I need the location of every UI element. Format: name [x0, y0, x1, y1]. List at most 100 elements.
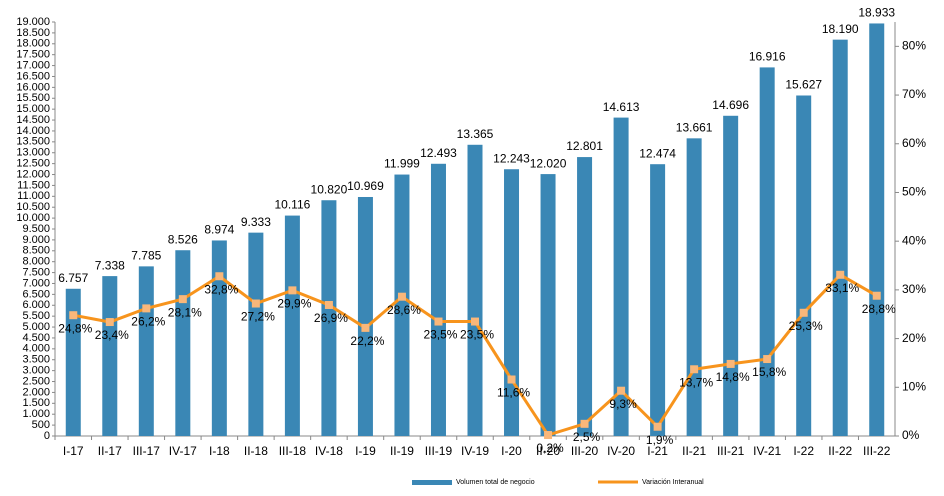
x-tick-label: I-17 [63, 444, 84, 458]
line-value-label: 24,8% [58, 321, 92, 335]
x-tick-label: IV-17 [169, 444, 197, 458]
line-value-label: 22,2% [350, 334, 384, 348]
bar-value-label: 6.757 [58, 271, 88, 285]
x-tick-label: III-21 [717, 444, 745, 458]
y-tick-label: 6.500 [22, 288, 50, 300]
line-value-label: 14,8% [716, 370, 750, 384]
y-tick-label: 15.000 [16, 103, 50, 115]
y2-tick-label: 50% [902, 185, 926, 199]
x-tick-label: IV-18 [315, 444, 343, 458]
y2-tick-label: 80% [902, 39, 926, 53]
y-tick-label: 12.000 [16, 168, 50, 180]
y-tick-label: 500 [32, 419, 50, 431]
x-tick-label: II-20 [536, 444, 560, 458]
bar [832, 39, 848, 436]
bar-value-label: 13.365 [457, 127, 494, 141]
bar-value-label: 12.493 [420, 146, 457, 160]
line-value-label: 28,1% [168, 305, 202, 319]
legend-label: Variación Interanual [642, 479, 704, 486]
x-tick-label: IV-21 [753, 444, 781, 458]
line-value-label: 26,2% [131, 315, 165, 329]
bar-value-label: 18.190 [822, 22, 859, 36]
x-tick-label: III-17 [133, 444, 161, 458]
y-tick-label: 1.500 [22, 397, 50, 409]
bar-value-label: 9.333 [241, 215, 271, 229]
line-marker [763, 355, 772, 364]
line-marker [617, 386, 626, 395]
y-tick-label: 2.000 [22, 386, 50, 398]
x-tick-label: III-22 [863, 444, 891, 458]
y-tick-label: 7.500 [22, 266, 50, 278]
line-marker [178, 295, 187, 304]
y-tick-label: 1.000 [22, 408, 50, 420]
x-tick-label: II-17 [98, 444, 122, 458]
bar [65, 288, 81, 436]
line-value-label: 28,6% [387, 303, 421, 317]
line-marker [507, 375, 516, 384]
bar [504, 169, 520, 436]
x-tick-label: III-18 [279, 444, 307, 458]
bar [394, 174, 410, 437]
y-tick-label: 5.000 [22, 321, 50, 333]
bar-value-label: 14.613 [603, 100, 640, 114]
y-tick-label: 7.000 [22, 277, 50, 289]
y2-tick-label: 20% [902, 331, 926, 345]
line-marker [872, 291, 881, 300]
x-tick-label: II-19 [390, 444, 414, 458]
line-value-label: 13,7% [679, 375, 713, 389]
bar-value-label: 13.661 [676, 121, 713, 135]
line-value-label: 28,8% [862, 302, 896, 316]
line-marker [215, 272, 224, 281]
line-marker [653, 422, 662, 431]
bar-value-label: 12.474 [639, 146, 676, 160]
bar [613, 117, 629, 436]
bar-value-label: 8.526 [168, 232, 198, 246]
bar [650, 164, 666, 436]
bar [869, 23, 885, 436]
line-value-label: 33,1% [825, 281, 859, 295]
bar-value-label: 10.116 [274, 198, 310, 212]
line-marker [836, 270, 845, 279]
line-marker [434, 317, 443, 326]
y-tick-label: 9.500 [22, 223, 50, 235]
y-tick-label: 13.000 [16, 147, 50, 159]
bar [248, 232, 264, 436]
bar [540, 174, 556, 437]
y-tick-label: 10.500 [16, 201, 50, 213]
bar [430, 163, 446, 436]
bar-value-label: 10.969 [347, 179, 384, 193]
y-tick-label: 11.000 [17, 190, 50, 202]
line-value-label: 9,3% [609, 397, 637, 411]
line-marker [690, 365, 699, 374]
y-tick-label: 12.500 [16, 158, 50, 170]
line-marker [105, 318, 114, 327]
y2-tick-label: 60% [902, 136, 926, 150]
y2-tick-label: 70% [902, 87, 926, 101]
line-marker [580, 419, 589, 428]
y2-tick-label: 30% [902, 282, 926, 296]
line-value-label: 27,2% [241, 310, 275, 324]
y-tick-label: 11.500 [17, 179, 50, 191]
x-tick-label: I-21 [647, 444, 668, 458]
line-marker [544, 431, 553, 440]
bar-value-label: 7.338 [95, 258, 125, 272]
line-value-label: 11,6% [497, 386, 530, 400]
x-tick-label: II-18 [244, 444, 268, 458]
y-tick-label: 2.500 [22, 375, 50, 387]
bar-value-label: 16.916 [749, 50, 786, 64]
x-tick-label: I-18 [209, 444, 230, 458]
x-tick-label: IV-19 [461, 444, 489, 458]
bar [321, 200, 337, 436]
bar [577, 157, 593, 437]
y-tick-label: 6.000 [22, 299, 50, 311]
y-tick-label: 16.500 [16, 70, 50, 82]
line-value-label: 1,9% [646, 433, 674, 447]
y-tick-label: 0 [44, 430, 50, 442]
bar-value-label: 15.627 [785, 78, 822, 92]
y2-tick-label: 40% [902, 233, 926, 247]
line-value-label: 2,5% [573, 430, 601, 444]
bar-value-label: 10.820 [311, 182, 348, 196]
y-tick-label: 13.500 [16, 136, 50, 148]
y-tick-label: 4.000 [22, 343, 50, 355]
